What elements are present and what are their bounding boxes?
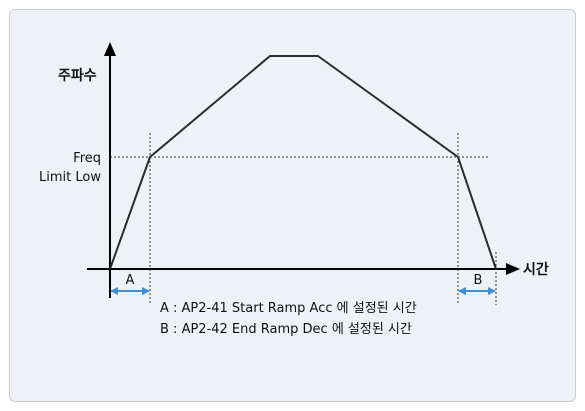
- y-axis-arrow: [104, 42, 116, 56]
- frequency-curve: [109, 55, 497, 270]
- freq-limit-low-label-line2: Limit Low: [39, 170, 101, 185]
- y-axis-label: 주파수: [58, 68, 97, 84]
- interval-a-label: A: [126, 273, 135, 288]
- x-axis-label: 시간: [523, 261, 549, 278]
- freq-limit-low-label-line1: Freq: [73, 151, 101, 166]
- legend-a-text: A : AP2-41 Start Ramp Acc 에 설정된 시간: [160, 301, 417, 316]
- interval-b-label: B: [474, 273, 483, 288]
- legend-b-text: B : AP2-42 End Ramp Dec 에 설정된 시간: [160, 322, 412, 337]
- diagram-panel: [9, 9, 576, 402]
- x-axis-arrow: [506, 263, 520, 275]
